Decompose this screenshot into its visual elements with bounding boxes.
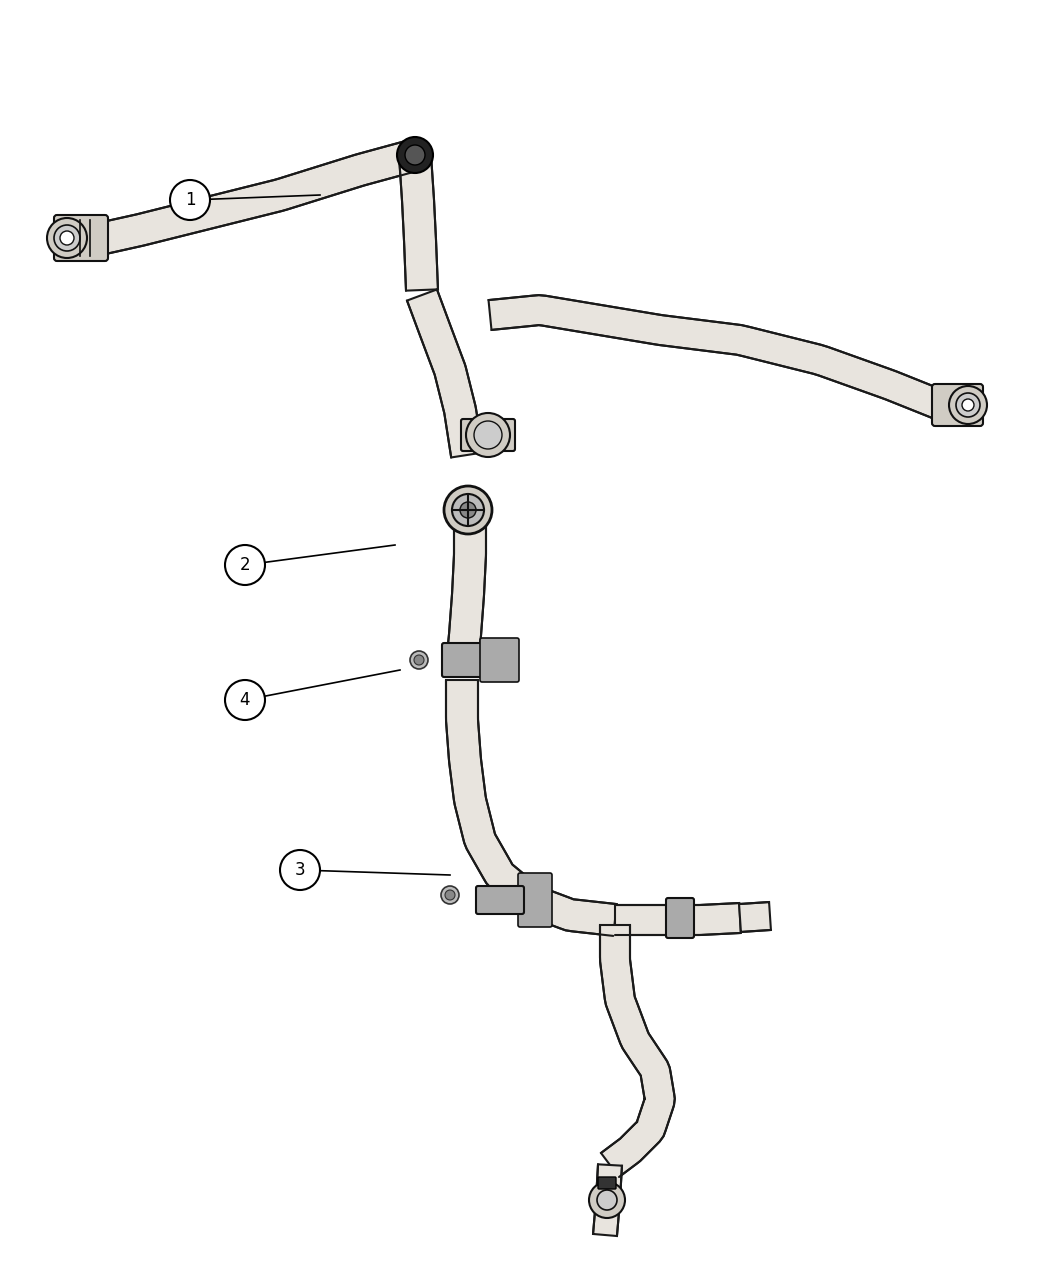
Circle shape — [170, 180, 210, 221]
Circle shape — [452, 493, 484, 527]
Circle shape — [962, 399, 974, 411]
FancyBboxPatch shape — [476, 886, 524, 914]
Circle shape — [956, 393, 980, 417]
Polygon shape — [600, 924, 675, 1177]
Circle shape — [589, 1182, 625, 1218]
Text: 3: 3 — [295, 861, 306, 878]
Circle shape — [397, 136, 433, 173]
Circle shape — [410, 652, 428, 669]
Polygon shape — [488, 295, 946, 419]
Circle shape — [225, 544, 265, 585]
Circle shape — [444, 486, 492, 534]
Polygon shape — [399, 154, 438, 291]
Polygon shape — [407, 289, 483, 458]
Circle shape — [460, 502, 476, 518]
FancyBboxPatch shape — [932, 384, 983, 426]
FancyBboxPatch shape — [480, 638, 519, 682]
FancyBboxPatch shape — [518, 873, 552, 927]
Circle shape — [597, 1190, 617, 1210]
FancyBboxPatch shape — [442, 643, 486, 677]
FancyBboxPatch shape — [666, 898, 694, 938]
FancyBboxPatch shape — [598, 1177, 616, 1190]
Polygon shape — [739, 901, 771, 932]
Polygon shape — [593, 1164, 622, 1235]
Circle shape — [474, 421, 502, 449]
FancyBboxPatch shape — [461, 419, 514, 451]
Circle shape — [225, 680, 265, 720]
Polygon shape — [615, 903, 740, 935]
Text: 1: 1 — [185, 191, 195, 209]
Text: 4: 4 — [239, 691, 250, 709]
Text: 2: 2 — [239, 556, 250, 574]
Polygon shape — [91, 139, 419, 255]
Polygon shape — [446, 680, 616, 936]
Circle shape — [466, 413, 510, 456]
Circle shape — [445, 890, 455, 900]
Circle shape — [47, 218, 87, 258]
Circle shape — [405, 145, 425, 164]
Circle shape — [441, 886, 459, 904]
Circle shape — [949, 386, 987, 425]
Circle shape — [280, 850, 320, 890]
Circle shape — [414, 655, 424, 666]
FancyBboxPatch shape — [54, 215, 108, 261]
Circle shape — [60, 231, 74, 245]
Circle shape — [54, 224, 80, 251]
Polygon shape — [446, 510, 486, 667]
